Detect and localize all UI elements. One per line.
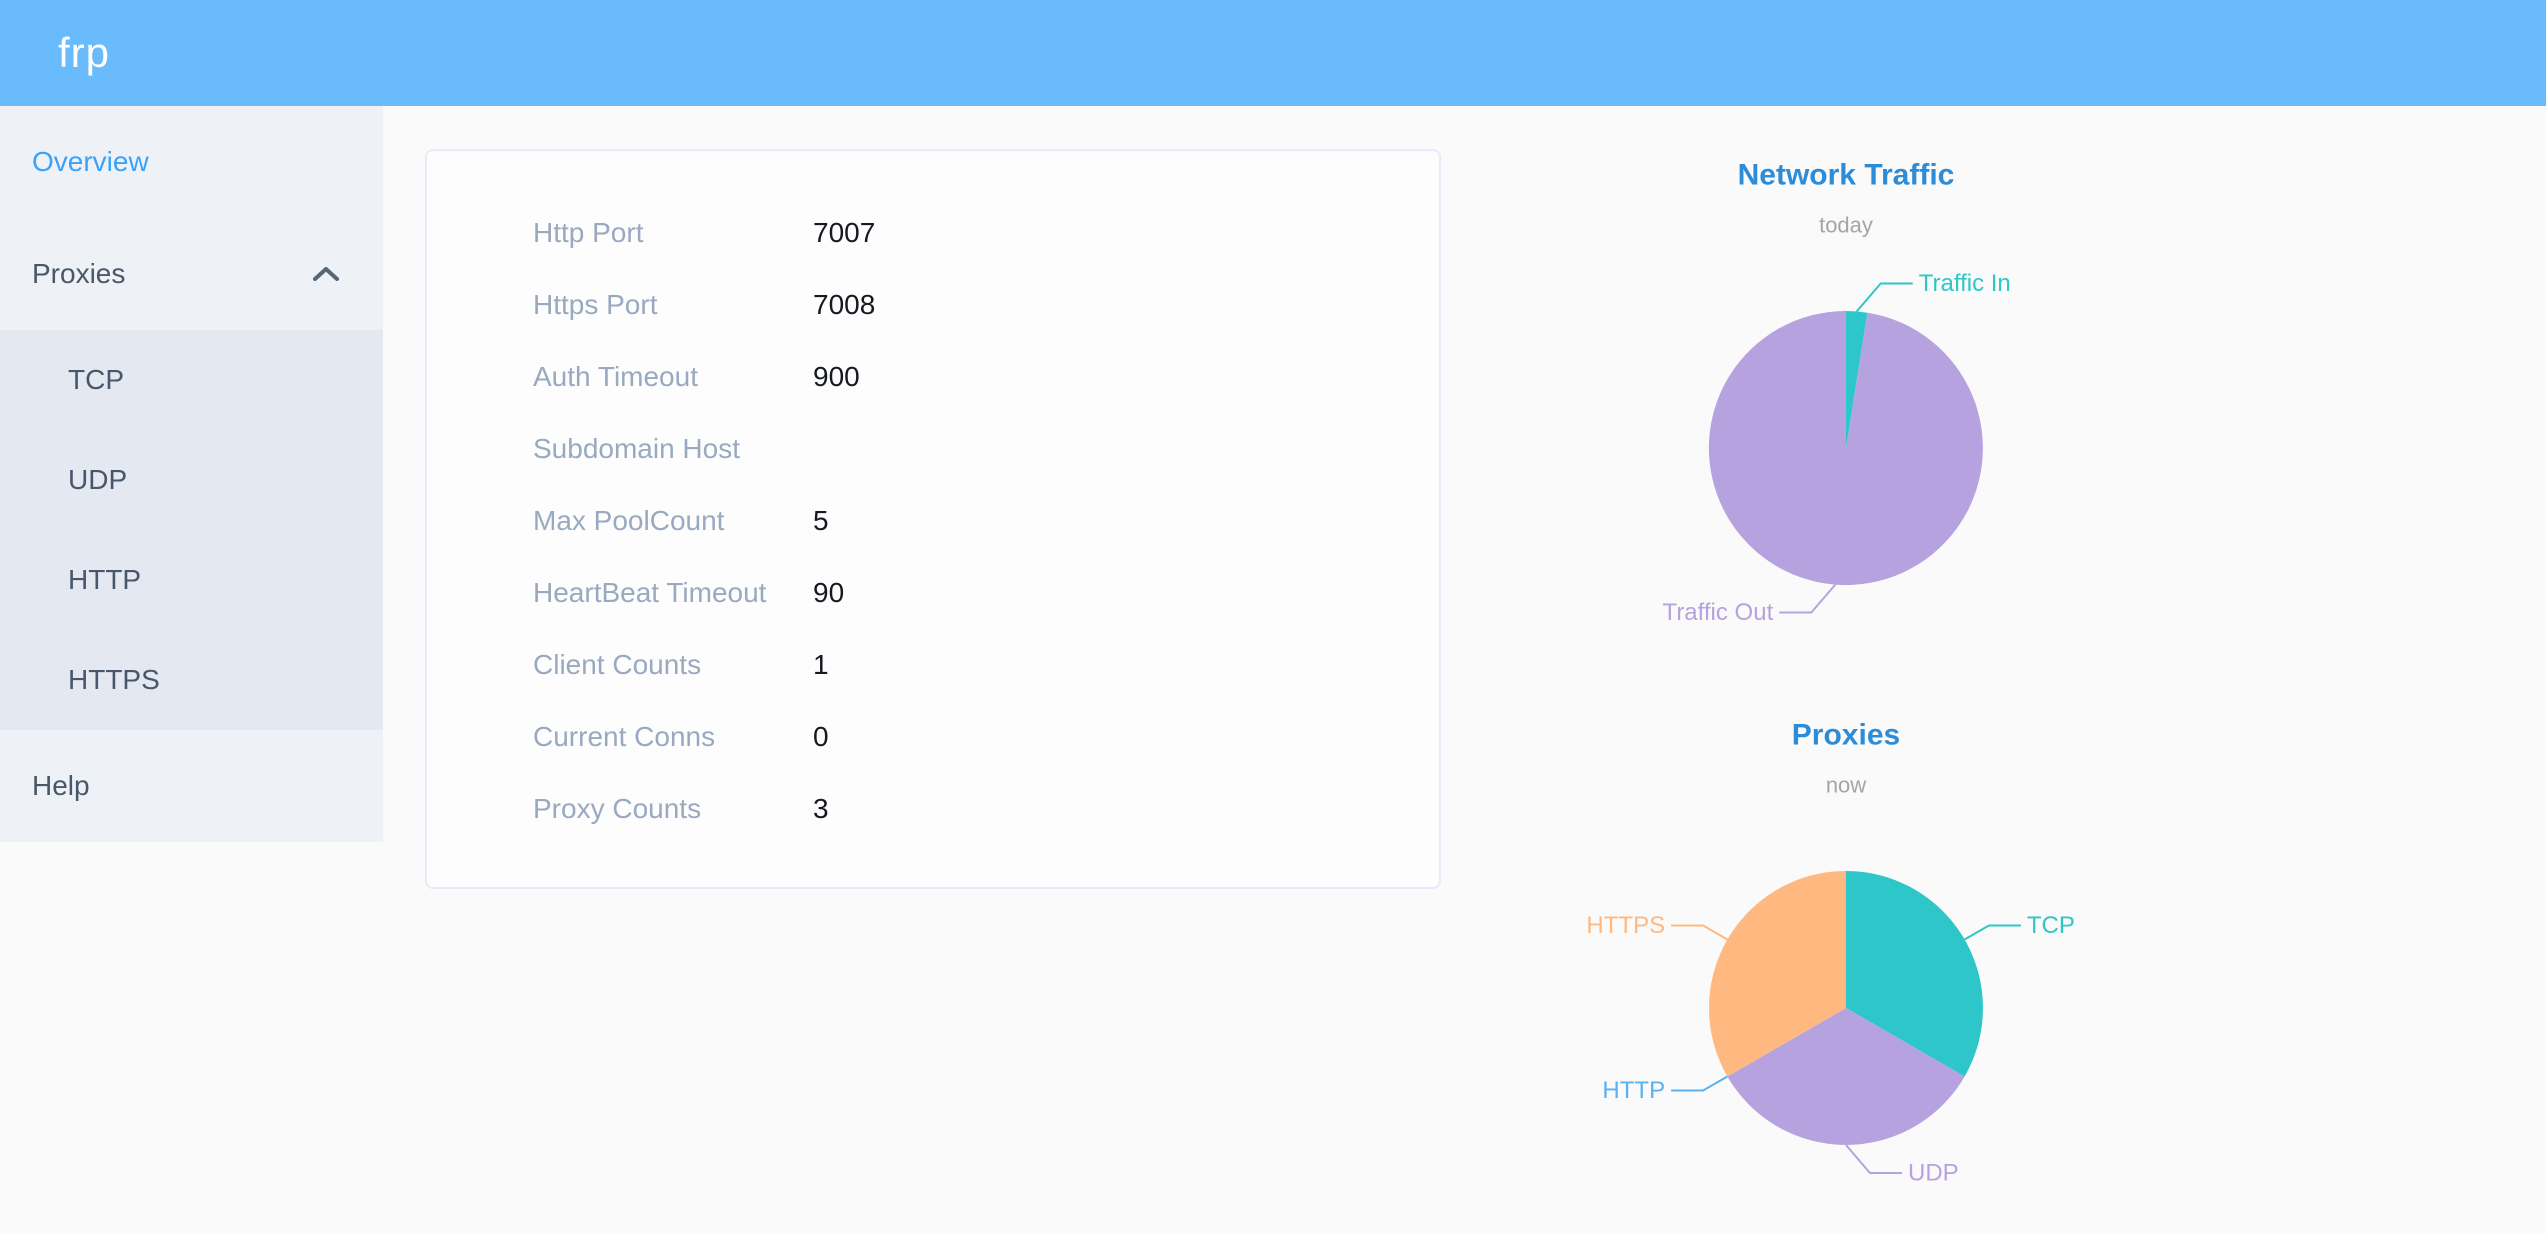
- network-traffic-chart[interactable]: Network Traffic today Traffic In Traffic Ou…: [1546, 150, 2146, 660]
- proxies-chart[interactable]: Proxies now TCP UDP HTTP HTTPS: [1546, 710, 2146, 1220]
- pie-leader-tcp: [1964, 924, 2021, 941]
- sidebar-item-help-label: Help: [32, 770, 90, 801]
- sidebar-item-http[interactable]: HTTP: [0, 530, 383, 630]
- info-value: 0: [813, 721, 829, 752]
- pie-slice-traffic-in[interactable]: [1846, 311, 1868, 448]
- pie-leader-traffic-in: [1855, 282, 1913, 313]
- sidebar-item-proxies[interactable]: Proxies: [0, 218, 383, 330]
- sidebar-item-http-label: HTTP: [68, 564, 142, 595]
- sidebar-item-overview[interactable]: Overview: [0, 106, 383, 218]
- main-content: Http Port 7007 Https Port 7008 Auth Time…: [383, 106, 2546, 1234]
- info-label: Max PoolCount: [533, 505, 725, 536]
- pie-slice-traffic-out[interactable]: [1708, 310, 1983, 585]
- proxies-pie-svg: Proxies now TCP UDP HTTP HTTPS: [1586, 719, 2075, 1187]
- sidebar-item-proxies-label: Proxies: [32, 258, 126, 289]
- sidebar-item-udp-label: UDP: [68, 464, 128, 495]
- sidebar-item-tcp[interactable]: TCP: [0, 330, 383, 430]
- sidebar-menu: Overview Proxies TCP UDP HTTP: [0, 106, 383, 842]
- chart-title: Network Traffic: [1738, 159, 1955, 192]
- sidebar-submenu-proxies: TCP UDP HTTP HTTPS: [0, 330, 383, 730]
- sidebar-item-help[interactable]: Help: [0, 730, 383, 842]
- info-row-heartbeat-timeout: HeartBeat Timeout 90: [427, 557, 1439, 629]
- info-value: 5: [813, 505, 829, 536]
- info-label: Proxy Counts: [533, 793, 702, 824]
- pie-leader-traffic-out: [1779, 583, 1837, 614]
- info-row-https-port: Https Port 7008: [427, 269, 1439, 341]
- sidebar-item-tcp-label: TCP: [68, 364, 124, 395]
- info-label: Subdomain Host: [533, 433, 741, 464]
- pie-label-http: HTTP: [1602, 1077, 1665, 1104]
- pie-leader-http: [1671, 1075, 1728, 1092]
- info-label: Client Counts: [533, 649, 702, 680]
- info-row-client-counts: Client Counts 1: [427, 629, 1439, 701]
- info-row-max-poolcount: Max PoolCount 5: [427, 485, 1439, 557]
- chart-subtitle: now: [1826, 773, 1866, 798]
- pie-slice-https[interactable]: [1709, 871, 1846, 1077]
- info-label: HeartBeat Timeout: [533, 577, 767, 608]
- info-row-auth-timeout: Auth Timeout 900: [427, 341, 1439, 413]
- app-header: frp: [0, 0, 2546, 106]
- info-row-subdomain-host: Subdomain Host: [427, 413, 1439, 485]
- server-info-card: Http Port 7007 Https Port 7008 Auth Time…: [425, 149, 1441, 889]
- info-value: 90: [813, 577, 845, 608]
- network-traffic-pie-svg: Network Traffic today Traffic In Traffic Ou…: [1663, 159, 2011, 626]
- info-value: 3: [813, 793, 829, 824]
- sidebar: Overview Proxies TCP UDP HTTP: [0, 106, 383, 1234]
- info-label: Https Port: [533, 289, 658, 320]
- sidebar-item-udp[interactable]: UDP: [0, 430, 383, 530]
- chevron-up-icon: [309, 265, 343, 283]
- info-value: 1: [813, 649, 829, 680]
- pie-label-https: HTTPS: [1586, 912, 1665, 939]
- app-logo: frp: [58, 29, 111, 76]
- page-layout: Overview Proxies TCP UDP HTTP: [0, 106, 2546, 1234]
- pie-slice-udp[interactable]: [1727, 1008, 1965, 1145]
- info-label: Current Conns: [533, 721, 716, 752]
- info-row-http-port: Http Port 7007: [427, 197, 1439, 269]
- info-label: Auth Timeout: [533, 361, 698, 392]
- info-label: Http Port: [533, 217, 644, 248]
- pie-leader-https: [1671, 924, 1728, 941]
- chart-title: Proxies: [1792, 719, 1900, 752]
- sidebar-item-overview-label: Overview: [32, 146, 149, 177]
- info-value: 7007: [813, 217, 876, 248]
- info-row-proxy-counts: Proxy Counts 3: [427, 773, 1439, 845]
- sidebar-item-https-label: HTTPS: [68, 664, 160, 695]
- pie-label-traffic-in: Traffic In: [1919, 270, 2011, 297]
- info-value: 900: [813, 361, 860, 392]
- info-row-current-conns: Current Conns 0: [427, 701, 1439, 773]
- sidebar-item-https[interactable]: HTTPS: [0, 630, 383, 730]
- info-value: 7008: [813, 289, 876, 320]
- pie-label-traffic-out: Traffic Out: [1663, 599, 1774, 626]
- pie-label-tcp: TCP: [2027, 912, 2075, 939]
- chart-subtitle: today: [1819, 213, 1873, 238]
- pie-leader-udp: [1845, 1144, 1902, 1174]
- pie-slice-tcp[interactable]: [1846, 871, 1983, 1077]
- pie-label-udp: UDP: [1908, 1160, 1959, 1187]
